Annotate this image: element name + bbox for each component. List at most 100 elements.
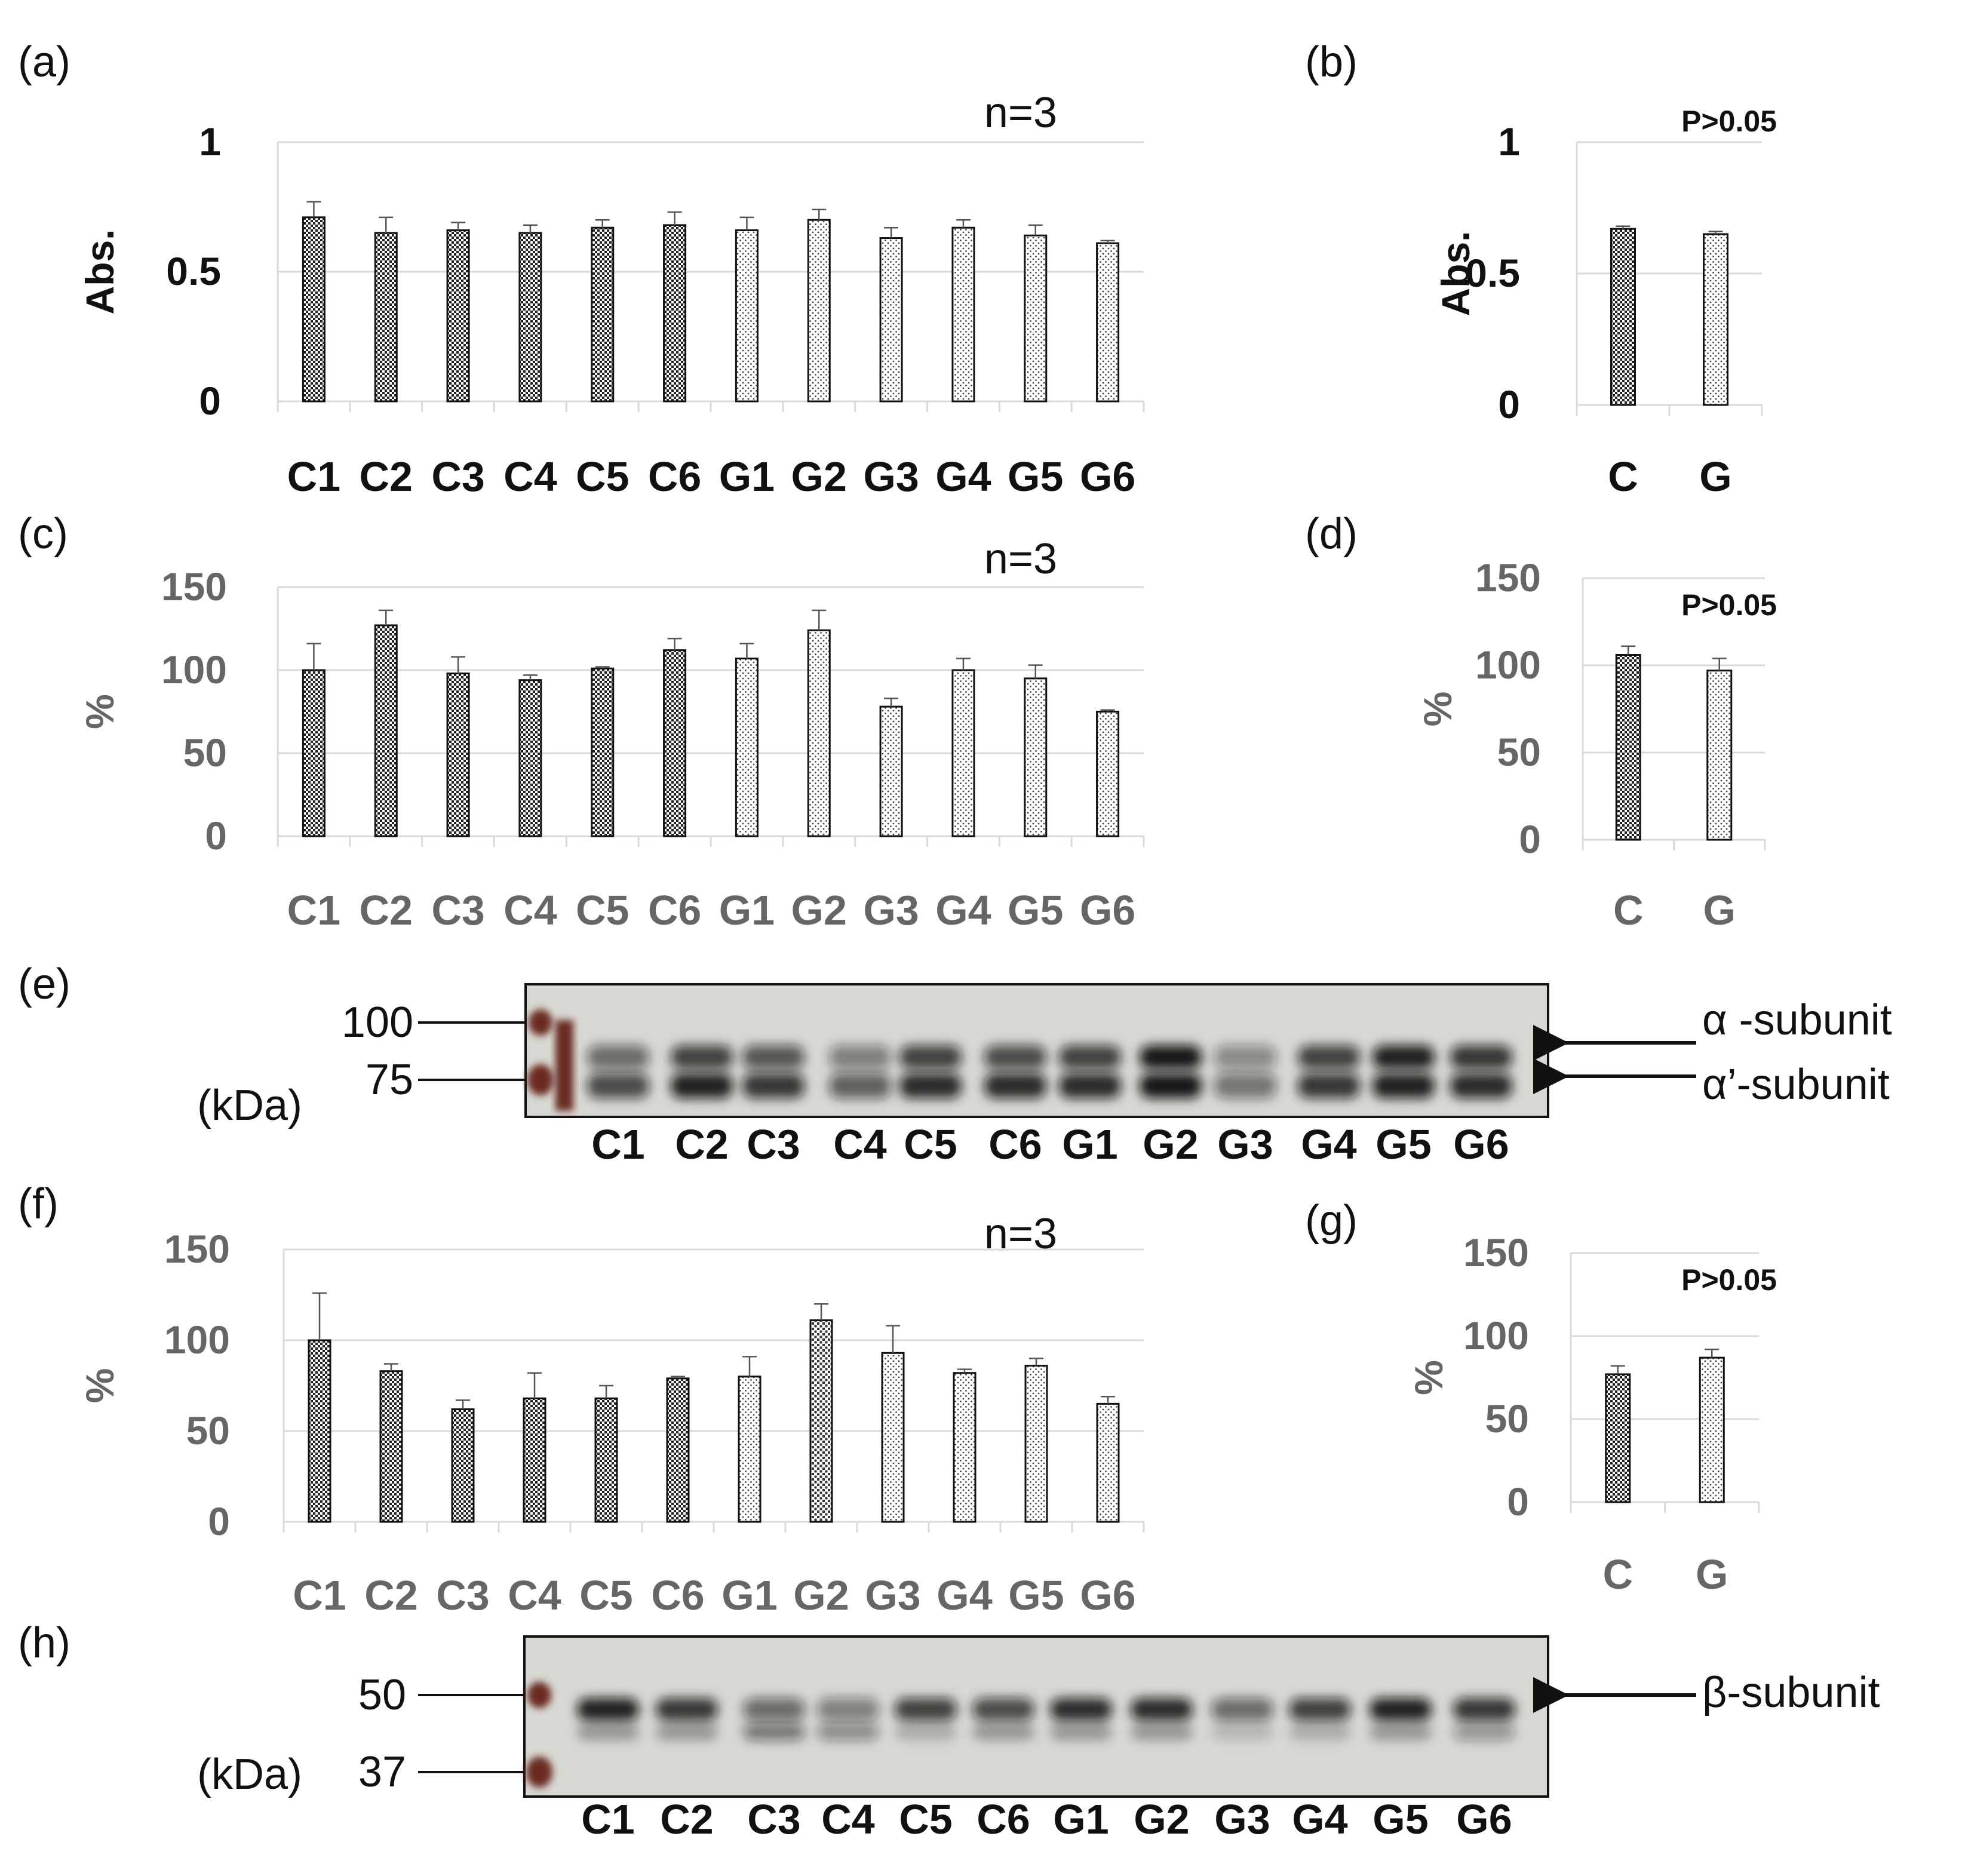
lane-label-G3: G3 bbox=[1214, 1796, 1270, 1843]
lane-label-G2: G2 bbox=[1134, 1796, 1189, 1843]
band-lower-G2 bbox=[1140, 1073, 1202, 1098]
y-tick-label: 0.5 bbox=[166, 249, 221, 293]
y-tick-label: 100 bbox=[164, 1318, 230, 1362]
bar-G3 bbox=[879, 237, 903, 403]
band-upper-C5 bbox=[899, 1045, 962, 1069]
category-label-C1: C1 bbox=[287, 453, 340, 500]
category-label-G1: G1 bbox=[721, 1572, 777, 1619]
band-upper-C2 bbox=[671, 1045, 733, 1069]
lane-label-C5: C5 bbox=[904, 1121, 957, 1168]
category-label-C3: C3 bbox=[431, 887, 484, 934]
category-label-C4: C4 bbox=[503, 453, 557, 500]
category-label-G5: G5 bbox=[1008, 1572, 1064, 1619]
y-tick-label: 150 bbox=[1475, 555, 1541, 600]
bar-C bbox=[1610, 228, 1636, 406]
lane-label-G1: G1 bbox=[1062, 1121, 1117, 1168]
bar-C5 bbox=[591, 226, 615, 403]
blot-e: C1 C2 C3 C4 C5 C6 G1 G2 G3 G4 G5 G6 100 75 (kDa) α -sub… bbox=[197, 983, 1892, 1168]
band-lower-G4 bbox=[1298, 1073, 1360, 1098]
bar-C1 bbox=[302, 669, 326, 837]
bar-C3 bbox=[451, 1408, 475, 1523]
sample-size-annotation: n=3 bbox=[984, 535, 1057, 583]
category-label-G: G bbox=[1703, 887, 1736, 934]
band-lower-G5 bbox=[1370, 1724, 1432, 1740]
lane-label-C2: C2 bbox=[675, 1121, 728, 1168]
bar-G2 bbox=[809, 1319, 833, 1523]
bar-C4 bbox=[518, 232, 542, 403]
marker-label-75: 75 bbox=[366, 1056, 413, 1104]
y-axis-label: % bbox=[1407, 1360, 1451, 1395]
bar-C2 bbox=[374, 624, 398, 837]
band-lower-C5 bbox=[899, 1073, 962, 1098]
panel-letter-f: (f) bbox=[18, 1180, 59, 1228]
bar-G3 bbox=[881, 1352, 905, 1523]
y-tick-label: 0 bbox=[208, 1499, 230, 1543]
y-tick-label: 150 bbox=[164, 1227, 230, 1271]
panel-letter-d: (d) bbox=[1305, 510, 1358, 558]
y-axis-label: % bbox=[1416, 692, 1460, 727]
panel-letter-a: (a) bbox=[18, 38, 70, 86]
bar-G4 bbox=[951, 669, 975, 837]
band-upper-G2 bbox=[1140, 1045, 1202, 1069]
bar-G1 bbox=[738, 1375, 762, 1523]
bar-C4 bbox=[523, 1397, 546, 1523]
marker-label-50: 50 bbox=[358, 1671, 406, 1719]
y-axis-label: % bbox=[78, 1368, 122, 1404]
band-lower-G4 bbox=[1289, 1724, 1351, 1740]
band-lower-C3 bbox=[742, 1073, 805, 1098]
band-lower-C4 bbox=[817, 1724, 879, 1740]
band-upper-C2 bbox=[656, 1698, 718, 1721]
bar-G6 bbox=[1096, 1402, 1120, 1523]
band-lower-G5 bbox=[1373, 1073, 1435, 1098]
band-upper-C3 bbox=[742, 1045, 805, 1069]
bar-G5 bbox=[1024, 677, 1048, 837]
band-upper-G4 bbox=[1289, 1698, 1351, 1721]
band-lower-C1 bbox=[587, 1073, 649, 1098]
y-tick-label: 50 bbox=[1497, 730, 1541, 774]
band-upper-G3 bbox=[1211, 1698, 1273, 1721]
band-lower-G6 bbox=[1453, 1724, 1515, 1740]
marker-label-37: 37 bbox=[358, 1748, 406, 1796]
band-upper-G6 bbox=[1450, 1045, 1512, 1069]
lane-label-G5: G5 bbox=[1373, 1796, 1428, 1843]
lane-label-C5: C5 bbox=[899, 1796, 952, 1843]
category-label-G: G bbox=[1696, 1551, 1728, 1598]
ladder-mark bbox=[527, 1682, 551, 1708]
lane-label-G4: G4 bbox=[1292, 1796, 1347, 1843]
category-label-G5: G5 bbox=[1008, 453, 1063, 500]
band-upper-C6 bbox=[972, 1698, 1034, 1721]
band-upper-C5 bbox=[895, 1698, 957, 1721]
blots-layer: C1 C2 C3 C4 C5 C6 G1 G2 G3 G4 G5 G6 100 75 (kDa) α -sub… bbox=[197, 983, 1892, 1843]
category-label-G3: G3 bbox=[863, 453, 919, 500]
bar-C5 bbox=[594, 1397, 618, 1523]
category-label-C1: C1 bbox=[293, 1572, 346, 1619]
category-label-C3: C3 bbox=[436, 1572, 489, 1619]
subunit-label: β-subunit bbox=[1702, 1669, 1880, 1717]
sample-size-annotation: n=3 bbox=[984, 89, 1057, 137]
panel-letter-h: (h) bbox=[18, 1619, 70, 1667]
y-tick-label: 0 bbox=[1507, 1479, 1529, 1524]
chart-b: 0 0.5 1 Abs. P>0.05 C G bbox=[1433, 105, 1777, 500]
subunit-label: α’-subunit bbox=[1702, 1061, 1890, 1109]
band-lower-C4 bbox=[829, 1073, 891, 1098]
y-tick-label: 50 bbox=[183, 730, 227, 775]
marker-label-100: 100 bbox=[342, 999, 413, 1046]
band-upper-G1 bbox=[1050, 1698, 1112, 1721]
bar-G4 bbox=[953, 1372, 977, 1523]
bar-C6 bbox=[666, 1377, 690, 1523]
category-label-C6: C6 bbox=[648, 887, 701, 934]
bar-G6 bbox=[1096, 711, 1120, 837]
chart-f: 0 50 100 150% n=3 C1 C2 C3 C4 C5 C6 G1 G2 G3 G4 G5 G6 bbox=[78, 1210, 1145, 1619]
lane-label-C4: C4 bbox=[821, 1796, 875, 1843]
band-lower-C3 bbox=[743, 1724, 805, 1740]
y-tick-label: 100 bbox=[1475, 643, 1541, 687]
band-lower-G1 bbox=[1059, 1073, 1121, 1098]
category-label-C4: C4 bbox=[508, 1572, 561, 1619]
category-label-C3: C3 bbox=[431, 453, 484, 500]
p-value-annotation: P>0.05 bbox=[1681, 588, 1777, 622]
category-label-C4: C4 bbox=[503, 887, 557, 934]
category-label-C5: C5 bbox=[579, 1572, 632, 1619]
chart-d: 0 50 100 150% P>0.05 C G bbox=[1416, 555, 1777, 934]
